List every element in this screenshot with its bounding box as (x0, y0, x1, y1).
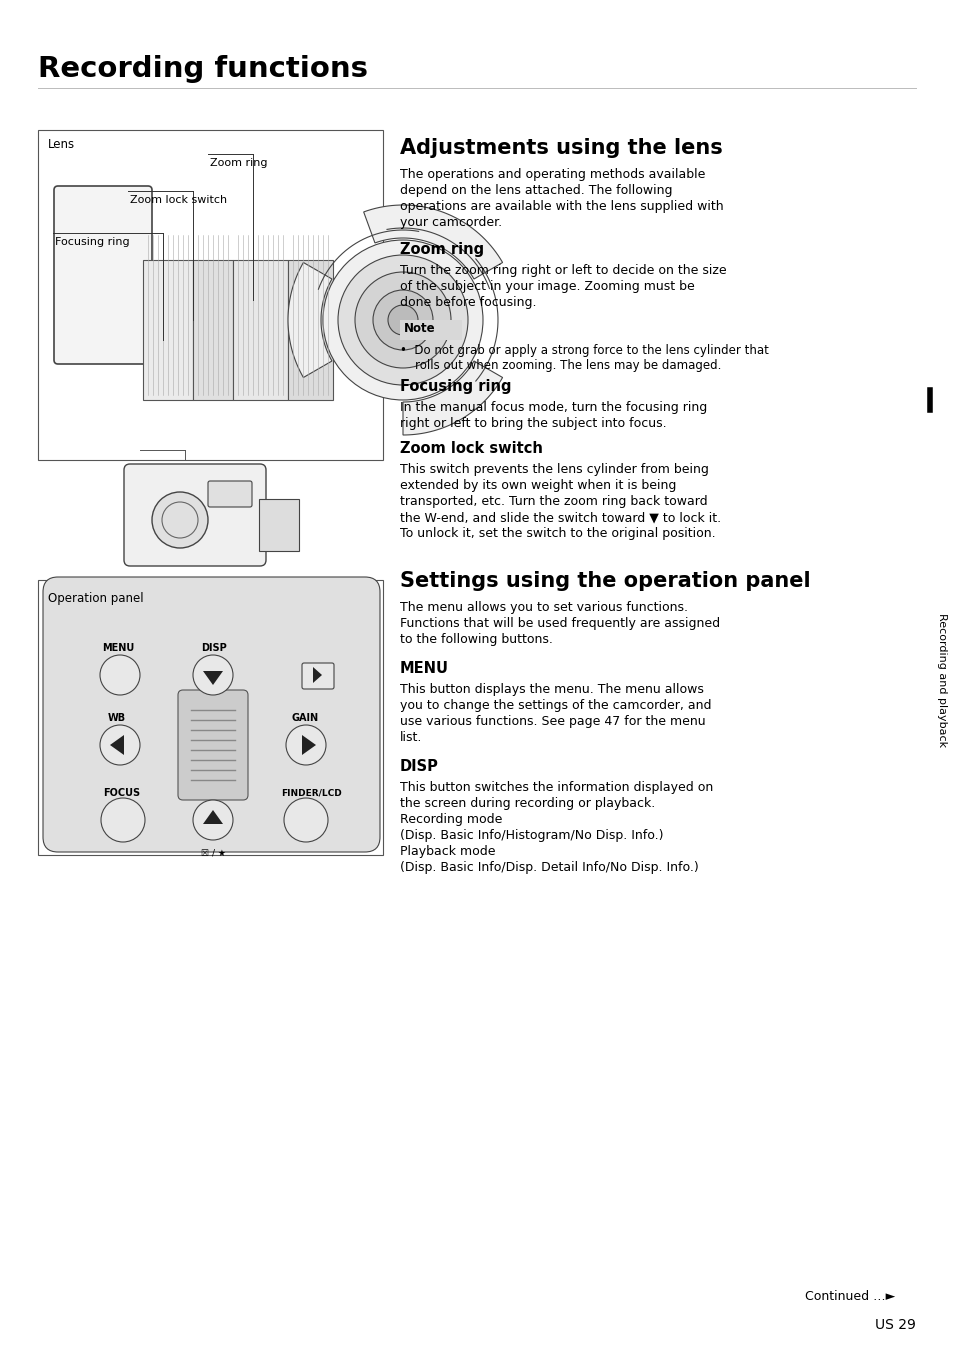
Text: Zoom ring: Zoom ring (210, 158, 267, 168)
Text: MENU: MENU (102, 644, 134, 653)
Text: Zoom lock switch: Zoom lock switch (130, 195, 227, 206)
Text: Focusing ring: Focusing ring (55, 237, 130, 247)
Text: •  Do not grab or apply a strong force to the lens cylinder that: • Do not grab or apply a strong force to… (399, 343, 768, 357)
Polygon shape (203, 810, 223, 823)
Text: extended by its own weight when it is being: extended by its own weight when it is be… (399, 479, 676, 492)
Circle shape (284, 798, 328, 842)
Text: Functions that will be used frequently are assigned: Functions that will be used frequently a… (399, 617, 720, 630)
Circle shape (100, 725, 140, 765)
Text: Recording functions: Recording functions (38, 55, 368, 82)
Text: to the following buttons.: to the following buttons. (399, 633, 553, 646)
Text: In the manual focus mode, turn the focusing ring: In the manual focus mode, turn the focus… (399, 402, 706, 414)
Bar (399, 320, 461, 339)
Bar (233, 260, 288, 400)
Text: Lens: Lens (48, 138, 75, 151)
Text: depend on the lens attached. The following: depend on the lens attached. The followi… (399, 184, 672, 197)
Text: Continued …►: Continued …► (804, 1290, 894, 1303)
Polygon shape (288, 262, 332, 377)
Circle shape (101, 798, 145, 842)
Text: DISP: DISP (399, 758, 438, 773)
Text: This button switches the information displayed on: This button switches the information dis… (399, 781, 713, 794)
Text: MENU: MENU (399, 661, 449, 676)
Text: GAIN: GAIN (292, 713, 319, 723)
Circle shape (373, 289, 433, 350)
Polygon shape (302, 735, 315, 754)
Bar (193, 260, 233, 400)
Text: Focusing ring: Focusing ring (399, 379, 511, 393)
Text: your camcorder.: your camcorder. (399, 216, 501, 228)
Text: The menu allows you to set various functions.: The menu allows you to set various funct… (399, 602, 687, 614)
FancyBboxPatch shape (302, 662, 334, 690)
FancyBboxPatch shape (258, 499, 298, 552)
Text: The operations and operating methods available: The operations and operating methods ava… (399, 168, 704, 181)
Circle shape (152, 492, 208, 548)
FancyBboxPatch shape (124, 464, 266, 566)
Text: To unlock it, set the switch to the original position.: To unlock it, set the switch to the orig… (399, 527, 715, 539)
Circle shape (193, 654, 233, 695)
Circle shape (355, 272, 451, 368)
Text: WB: WB (108, 713, 126, 723)
Polygon shape (203, 671, 223, 685)
FancyBboxPatch shape (178, 690, 248, 800)
Text: FINDER/LCD: FINDER/LCD (281, 788, 341, 796)
Polygon shape (363, 206, 502, 279)
FancyBboxPatch shape (43, 577, 379, 852)
FancyBboxPatch shape (54, 187, 152, 364)
Text: (Disp. Basic Info/Disp. Detail Info/No Disp. Info.): (Disp. Basic Info/Disp. Detail Info/No D… (399, 861, 698, 873)
Text: Adjustments using the lens: Adjustments using the lens (399, 138, 722, 158)
Text: This button displays the menu. The menu allows: This button displays the menu. The menu … (399, 683, 703, 696)
Polygon shape (313, 667, 322, 683)
Bar (288, 260, 333, 400)
Bar (143, 260, 193, 400)
Text: FOCUS: FOCUS (103, 788, 140, 798)
Text: transported, etc. Turn the zoom ring back toward: transported, etc. Turn the zoom ring bac… (399, 495, 707, 508)
Polygon shape (110, 735, 124, 754)
Text: US 29: US 29 (874, 1318, 915, 1332)
Text: Zoom ring: Zoom ring (399, 242, 483, 257)
Text: ☒ / ★: ☒ / ★ (201, 848, 226, 857)
Circle shape (337, 256, 468, 385)
Text: Zoom lock switch: Zoom lock switch (399, 441, 542, 456)
Text: of the subject in your image. Zooming must be: of the subject in your image. Zooming mu… (399, 280, 694, 293)
Text: Turn the zoom ring right or left to decide on the size: Turn the zoom ring right or left to deci… (399, 264, 726, 277)
Text: list.: list. (399, 731, 422, 744)
Text: you to change the settings of the camcorder, and: you to change the settings of the camcor… (399, 699, 711, 713)
Text: Note: Note (403, 322, 436, 335)
Text: DISP: DISP (201, 644, 227, 653)
Text: rolls out when zooming. The lens may be damaged.: rolls out when zooming. The lens may be … (399, 360, 720, 372)
Bar (38, 130, 382, 460)
Text: Operation panel: Operation panel (48, 592, 144, 604)
Text: operations are available with the lens supplied with: operations are available with the lens s… (399, 200, 723, 214)
Circle shape (193, 800, 233, 840)
Circle shape (323, 241, 482, 400)
Text: the screen during recording or playback.: the screen during recording or playback. (399, 796, 655, 810)
Polygon shape (402, 361, 502, 435)
Text: Playback mode: Playback mode (399, 845, 495, 859)
Text: done before focusing.: done before focusing. (399, 296, 536, 310)
Text: the W-end, and slide the switch toward ▼ to lock it.: the W-end, and slide the switch toward ▼… (399, 511, 720, 525)
Text: This switch prevents the lens cylinder from being: This switch prevents the lens cylinder f… (399, 462, 708, 476)
Text: right or left to bring the subject into focus.: right or left to bring the subject into … (399, 416, 666, 430)
FancyBboxPatch shape (208, 481, 252, 507)
Text: Settings using the operation panel: Settings using the operation panel (399, 571, 810, 591)
Circle shape (286, 725, 326, 765)
Circle shape (388, 306, 417, 335)
Text: (Disp. Basic Info/Histogram/No Disp. Info.): (Disp. Basic Info/Histogram/No Disp. Inf… (399, 829, 662, 842)
Text: use various functions. See page 47 for the menu: use various functions. See page 47 for t… (399, 715, 705, 727)
Circle shape (100, 654, 140, 695)
Text: Recording mode: Recording mode (399, 813, 502, 826)
Text: Recording and playback: Recording and playback (936, 612, 946, 748)
Bar (38, 580, 382, 854)
